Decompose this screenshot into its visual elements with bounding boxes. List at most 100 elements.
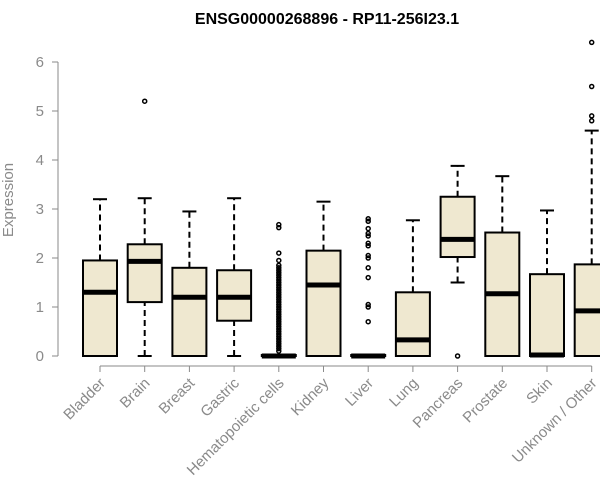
outlier-point bbox=[365, 243, 371, 249]
box-group bbox=[171, 210, 208, 357]
outlier-point bbox=[276, 326, 282, 332]
outlier-point bbox=[276, 299, 282, 305]
outlier-point bbox=[365, 240, 371, 247]
box bbox=[529, 273, 565, 358]
box bbox=[394, 291, 431, 357]
outlier-point bbox=[276, 306, 282, 313]
outlier-point bbox=[276, 221, 282, 228]
outlier-point bbox=[365, 301, 371, 308]
outlier-point bbox=[141, 98, 148, 104]
y-tick-label: 1 bbox=[36, 299, 44, 316]
y-axis: 0 1 2 3 4 5 6 bbox=[36, 54, 59, 365]
outlier-point bbox=[276, 296, 282, 303]
box bbox=[439, 195, 476, 259]
x-tick-label: Bladder bbox=[60, 375, 109, 424]
outlier-point bbox=[365, 304, 371, 310]
box-group bbox=[529, 209, 565, 358]
box bbox=[126, 243, 163, 304]
y-tick-label: 0 bbox=[36, 348, 44, 365]
outlier-point bbox=[276, 348, 282, 354]
box-group bbox=[350, 216, 387, 359]
y-tick-label: 4 bbox=[36, 152, 44, 169]
outlier-point bbox=[276, 269, 282, 276]
outlier-point bbox=[276, 304, 282, 310]
x-tick-label: Unknown / Other bbox=[509, 375, 600, 467]
outlier-point bbox=[276, 292, 282, 298]
outlier-point bbox=[276, 321, 282, 327]
outlier-point bbox=[365, 255, 371, 261]
box-group bbox=[216, 197, 253, 357]
x-tick-label: Prostate bbox=[460, 375, 512, 427]
outlier-point bbox=[276, 272, 282, 278]
outlier-point bbox=[276, 284, 282, 291]
outlier-point bbox=[276, 345, 282, 352]
box-group bbox=[126, 98, 163, 357]
outlier-point bbox=[588, 113, 595, 119]
outlier-point bbox=[365, 216, 371, 222]
outlier-point bbox=[365, 233, 371, 239]
outlier-point bbox=[588, 39, 595, 46]
outlier-point bbox=[276, 250, 282, 256]
outlier-point bbox=[276, 289, 282, 296]
outlier-point bbox=[276, 282, 282, 288]
x-tick-label: Lung bbox=[386, 375, 422, 411]
outlier-point bbox=[276, 265, 282, 271]
outlier-point bbox=[365, 265, 371, 271]
outlier-point bbox=[276, 224, 282, 231]
outlier-point bbox=[276, 318, 282, 325]
outlier-point bbox=[365, 318, 371, 325]
outlier-point bbox=[588, 83, 595, 90]
box bbox=[171, 266, 208, 357]
outlier-point bbox=[276, 314, 282, 320]
outlier-point bbox=[365, 218, 371, 224]
box-group bbox=[394, 219, 431, 357]
outlier-point bbox=[365, 252, 371, 259]
y-tick-label: 6 bbox=[36, 54, 44, 71]
outlier-point bbox=[276, 267, 282, 273]
y-tick-label: 3 bbox=[36, 201, 44, 218]
x-tick-label: Kidney bbox=[288, 374, 333, 419]
box-group bbox=[484, 175, 521, 358]
y-axis-label: Expression bbox=[0, 163, 17, 237]
x-tick-label: Liver bbox=[342, 375, 377, 410]
outlier-point bbox=[276, 338, 282, 345]
outlier-point bbox=[276, 301, 282, 308]
outlier-point bbox=[365, 230, 371, 237]
outlier-point bbox=[588, 118, 595, 124]
plot-area bbox=[82, 39, 600, 359]
outlier-point bbox=[276, 309, 282, 315]
outlier-point bbox=[276, 294, 282, 300]
outlier-point bbox=[454, 353, 461, 359]
y-tick-label: 2 bbox=[36, 250, 44, 267]
x-tick-label: Brain bbox=[117, 375, 154, 412]
box-group bbox=[260, 221, 297, 359]
outlier-point bbox=[276, 274, 282, 281]
outlier-point bbox=[276, 279, 282, 286]
x-tick-label: Skin bbox=[523, 375, 556, 408]
y-tick-label: 5 bbox=[36, 103, 44, 120]
outlier-point bbox=[276, 331, 282, 337]
outlier-point bbox=[365, 274, 371, 281]
box bbox=[82, 259, 118, 358]
outlier-point bbox=[276, 323, 282, 330]
box bbox=[305, 249, 342, 357]
box-group bbox=[573, 39, 600, 357]
outlier-point bbox=[276, 311, 282, 318]
outlier-point bbox=[276, 343, 282, 349]
outlier-point bbox=[276, 316, 282, 322]
box-group bbox=[82, 198, 118, 358]
box-group bbox=[305, 200, 342, 357]
outlier-point bbox=[276, 336, 282, 342]
outlier-point bbox=[365, 225, 371, 232]
box-group bbox=[439, 164, 476, 359]
outlier-point bbox=[276, 277, 282, 283]
outlier-point bbox=[276, 287, 282, 293]
outlier-point bbox=[276, 341, 282, 347]
outlier-point bbox=[276, 328, 282, 335]
outlier-point bbox=[276, 333, 282, 340]
outlier-point bbox=[276, 257, 282, 264]
chart-title: ENSG00000268896 - RP11-256I23.1 bbox=[195, 11, 459, 28]
